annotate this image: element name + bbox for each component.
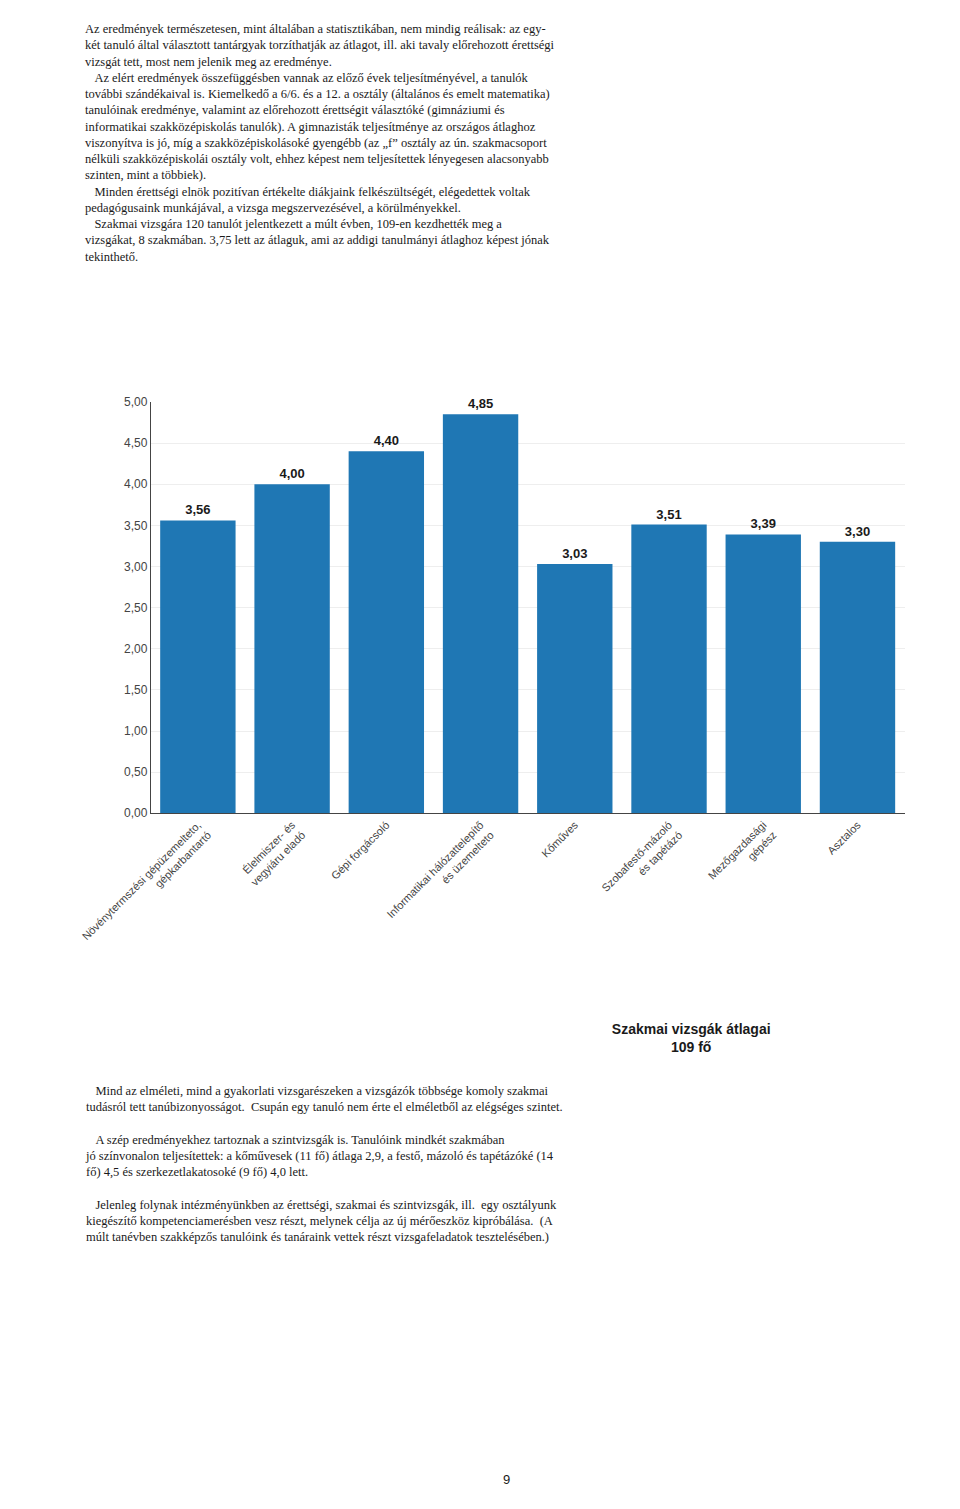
- svg-text:4,00: 4,00: [124, 477, 148, 491]
- svg-text:Mind az elméleti, mind a gyako: Mind az elméleti, mind a gyakorlati vizs…: [85, 1084, 563, 1244]
- svg-text:Az eredmények természetesen, m: Az eredmények természetesen, mint általá…: [85, 22, 555, 264]
- svg-text:Szobafestő-mázolóés tapétázó: Szobafestő-mázolóés tapétázó: [599, 819, 684, 904]
- svg-text:5,00: 5,00: [124, 395, 148, 409]
- svg-text:2,00: 2,00: [124, 642, 148, 656]
- svg-text:3,39: 3,39: [751, 516, 776, 531]
- svg-text:Kőműves: Kőműves: [539, 818, 580, 859]
- svg-text:Élelmiszer- ésvegyiáru eladó: Élelmiszer- ésvegyiáru eladó: [238, 818, 308, 888]
- svg-text:Gépi forgácsoló: Gépi forgácsoló: [329, 819, 392, 882]
- svg-text:3,51: 3,51: [656, 507, 681, 522]
- svg-text:3,03: 3,03: [562, 546, 587, 561]
- svg-text:3,30: 3,30: [845, 524, 870, 539]
- svg-text:Növénytermszési gépüzemelteto,: Növénytermszési gépüzemelteto,gépkarbant…: [80, 819, 214, 953]
- svg-text:4,50: 4,50: [124, 436, 148, 450]
- svg-text:0,00: 0,00: [124, 806, 148, 820]
- svg-text:0,50: 0,50: [124, 765, 148, 779]
- svg-text:Szakmai vizsgák átlagai109 fő: Szakmai vizsgák átlagai109 fő: [612, 1021, 771, 1055]
- svg-text:3,00: 3,00: [124, 560, 148, 574]
- svg-text:4,00: 4,00: [279, 466, 304, 481]
- svg-text:2,50: 2,50: [124, 601, 148, 615]
- svg-text:3,56: 3,56: [185, 502, 210, 517]
- svg-text:Asztalos: Asztalos: [825, 818, 863, 856]
- svg-text:9: 9: [503, 1472, 510, 1487]
- svg-text:1,50: 1,50: [124, 683, 148, 697]
- svg-text:4,40: 4,40: [374, 433, 399, 448]
- svg-text:1,00: 1,00: [124, 724, 148, 738]
- svg-text:3,50: 3,50: [124, 519, 148, 533]
- svg-text:4,85: 4,85: [468, 396, 493, 411]
- svg-text:Mezőgazdaságigépész: Mezőgazdaságigépész: [706, 819, 779, 892]
- svg-text:Informatikai hálózattelepítőés: Informatikai hálózattelepítőés üzemeltet…: [384, 819, 496, 931]
